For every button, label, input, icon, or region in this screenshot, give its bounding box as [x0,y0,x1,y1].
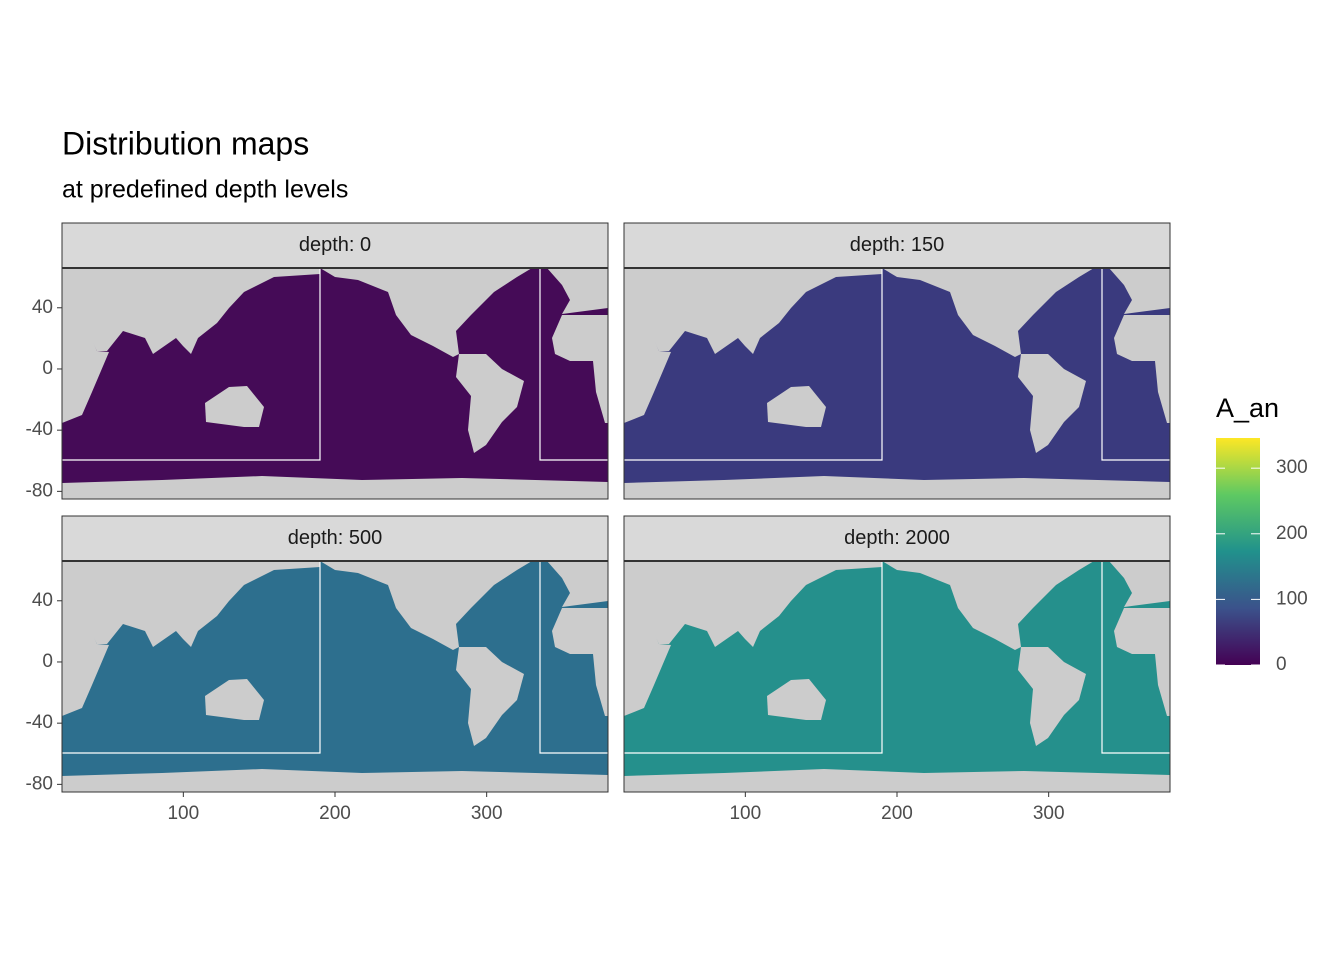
colorbar [1216,438,1260,665]
y-tick-label: -80 [26,480,53,501]
chart-title: Distribution maps [62,125,309,161]
strip [61,222,609,269]
legend-label: 200 [1276,523,1308,544]
x-tick-label: 200 [319,803,351,824]
x-tick-label: 100 [729,803,761,824]
x-tick-label: 300 [471,803,503,824]
strip-label: depth: 150 [850,234,945,256]
strip [623,222,1171,269]
legend-label: 0 [1276,654,1287,675]
y-tick-label: -80 [26,773,53,794]
y-tick-label: 0 [42,358,53,379]
legend-title: A_an [1216,393,1279,423]
strip [623,515,1171,562]
x-tick-label: 200 [881,803,913,824]
strip-label: depth: 500 [288,527,383,549]
strip [61,515,609,562]
legend-label: 100 [1276,588,1308,609]
y-tick-label: -40 [26,712,53,733]
legend-label: 300 [1276,457,1308,478]
chart-subtitle: at predefined depth levels [62,176,348,204]
y-tick-label: -40 [26,419,53,440]
strip-label: depth: 2000 [844,527,950,549]
y-tick-label: 40 [32,590,53,611]
y-tick-label: 40 [32,297,53,318]
y-tick-label: 0 [42,651,53,672]
strip-label: depth: 0 [299,234,371,256]
x-tick-label: 100 [167,803,199,824]
x-tick-label: 300 [1033,803,1065,824]
